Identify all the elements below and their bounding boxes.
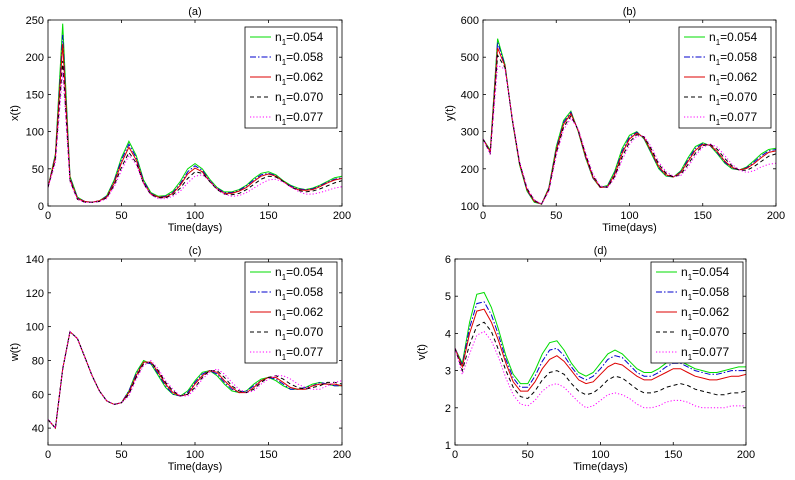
y-axis-label: w(t) — [9, 343, 21, 362]
y-tick-label: 120 — [26, 288, 44, 300]
legend-label-2: n1=0.062 — [681, 305, 730, 322]
x-tick-label: 0 — [45, 449, 51, 461]
legend: n1=0.054 n1=0.058 n1=0.062 n1=0.070 n1=0.077 — [678, 26, 772, 129]
y-tick-label: 200 — [461, 164, 479, 176]
chart-panel-0: 0 50 100 150 200 0 50 100 150 200 250 (a) Time(days)… — [9, 6, 351, 234]
y-tick-label: 140 — [26, 254, 44, 266]
chart-panel-3: 0 50 100 150 200 1 2 3 4 5 6 (d) Time(days) v(t) n1=0.… — [416, 245, 755, 473]
y-tick-label: 400 — [461, 89, 479, 101]
legend-label-1: n1=0.058 — [275, 50, 324, 67]
series-line-2 — [455, 308, 746, 392]
chart-title: (d) — [594, 245, 607, 257]
x-tick-label: 0 — [480, 210, 486, 222]
y-tick-label: 40 — [32, 423, 44, 435]
y-tick-label: 2 — [445, 403, 451, 415]
y-axis-label: y(t) — [444, 105, 456, 121]
legend-label-4: n1=0.077 — [709, 110, 758, 127]
legend-label-2: n1=0.062 — [275, 305, 324, 322]
x-tick-label: 0 — [45, 210, 51, 222]
y-tick-label: 5 — [445, 291, 451, 303]
legend-label-2: n1=0.062 — [709, 70, 758, 87]
x-tick-label: 150 — [259, 449, 277, 461]
x-tick-label: 50 — [522, 449, 534, 461]
legend-label-3: n1=0.070 — [681, 325, 730, 342]
series-line-0 — [455, 291, 746, 385]
x-tick-label: 100 — [186, 449, 204, 461]
y-tick-label: 100 — [26, 127, 44, 139]
y-tick-label: 100 — [26, 322, 44, 334]
series-line-4 — [48, 72, 342, 203]
x-tick-label: 100 — [591, 449, 609, 461]
legend-label-4: n1=0.077 — [275, 345, 324, 362]
x-axis-label: Time(days) — [573, 461, 628, 473]
x-tick-label: 50 — [115, 210, 127, 222]
x-axis-label: Time(days) — [602, 222, 657, 234]
x-tick-label: 150 — [694, 210, 712, 222]
x-tick-label: 100 — [620, 210, 638, 222]
x-tick-label: 150 — [259, 210, 277, 222]
y-tick-label: 1 — [445, 440, 451, 452]
y-tick-label: 150 — [26, 89, 44, 101]
series-line-3 — [483, 53, 776, 205]
y-tick-label: 3 — [445, 366, 451, 378]
legend: n1=0.054 n1=0.058 n1=0.062 n1=0.070 n1=0.077 — [650, 261, 744, 364]
y-tick-label: 300 — [461, 127, 479, 139]
series-line-0 — [483, 38, 776, 205]
legend-label-3: n1=0.070 — [275, 90, 324, 107]
y-tick-label: 6 — [445, 254, 451, 266]
y-axis-label: x(t) — [9, 105, 21, 121]
series-line-4 — [483, 64, 776, 205]
series-line-3 — [455, 321, 746, 400]
series-line-4 — [48, 330, 342, 430]
legend-label-0: n1=0.054 — [709, 30, 758, 47]
y-tick-label: 250 — [26, 15, 44, 27]
legend-label-0: n1=0.054 — [275, 265, 324, 282]
y-tick-label: 80 — [32, 355, 44, 367]
chart-title: (a) — [188, 6, 201, 18]
legend-box — [244, 26, 338, 129]
y-tick-label: 50 — [32, 164, 44, 176]
y-tick-label: 100 — [461, 201, 479, 213]
x-tick-label: 200 — [737, 449, 755, 461]
legend-label-4: n1=0.077 — [681, 345, 730, 362]
legend-label-1: n1=0.058 — [709, 50, 758, 67]
chart-title: (c) — [189, 245, 202, 257]
legend: n1=0.054 n1=0.058 n1=0.062 n1=0.070 n1=0.077 — [244, 261, 338, 364]
x-tick-label: 150 — [664, 449, 682, 461]
y-tick-label: 4 — [445, 328, 451, 340]
chart-title: (b) — [623, 6, 636, 18]
y-axis-label: v(t) — [416, 344, 428, 360]
y-tick-label: 60 — [32, 389, 44, 401]
chart-panel-1: 0 50 100 150 200 100 200 300 400 500 600 (b) Time(da… — [444, 6, 785, 234]
legend: n1=0.054 n1=0.058 n1=0.062 n1=0.070 n1=0.077 — [244, 26, 338, 129]
x-tick-label: 50 — [550, 210, 562, 222]
legend-label-1: n1=0.058 — [681, 285, 730, 302]
x-tick-label: 200 — [333, 449, 351, 461]
x-axis-label: Time(days) — [168, 222, 223, 234]
y-tick-label: 0 — [38, 201, 44, 213]
legend-label-3: n1=0.070 — [275, 325, 324, 342]
chart-panel-2: 0 50 100 150 200 40 60 80 100 120 140 (c) Time(days)… — [9, 245, 351, 473]
x-tick-label: 200 — [333, 210, 351, 222]
x-tick-label: 200 — [767, 210, 785, 222]
x-axis-label: Time(days) — [168, 461, 223, 473]
x-tick-label: 0 — [452, 449, 458, 461]
x-tick-label: 100 — [186, 210, 204, 222]
legend-label-1: n1=0.058 — [275, 285, 324, 302]
legend-label-4: n1=0.077 — [275, 110, 324, 127]
legend-label-3: n1=0.070 — [709, 90, 758, 107]
series-line-1 — [483, 42, 776, 205]
legend-label-0: n1=0.054 — [681, 265, 730, 282]
x-tick-label: 50 — [115, 449, 127, 461]
y-tick-label: 200 — [26, 52, 44, 64]
legend-label-0: n1=0.054 — [275, 30, 324, 47]
series-line-1 — [455, 301, 746, 388]
legend-label-2: n1=0.062 — [275, 70, 324, 87]
y-tick-label: 600 — [461, 15, 479, 27]
y-tick-label: 500 — [461, 52, 479, 64]
